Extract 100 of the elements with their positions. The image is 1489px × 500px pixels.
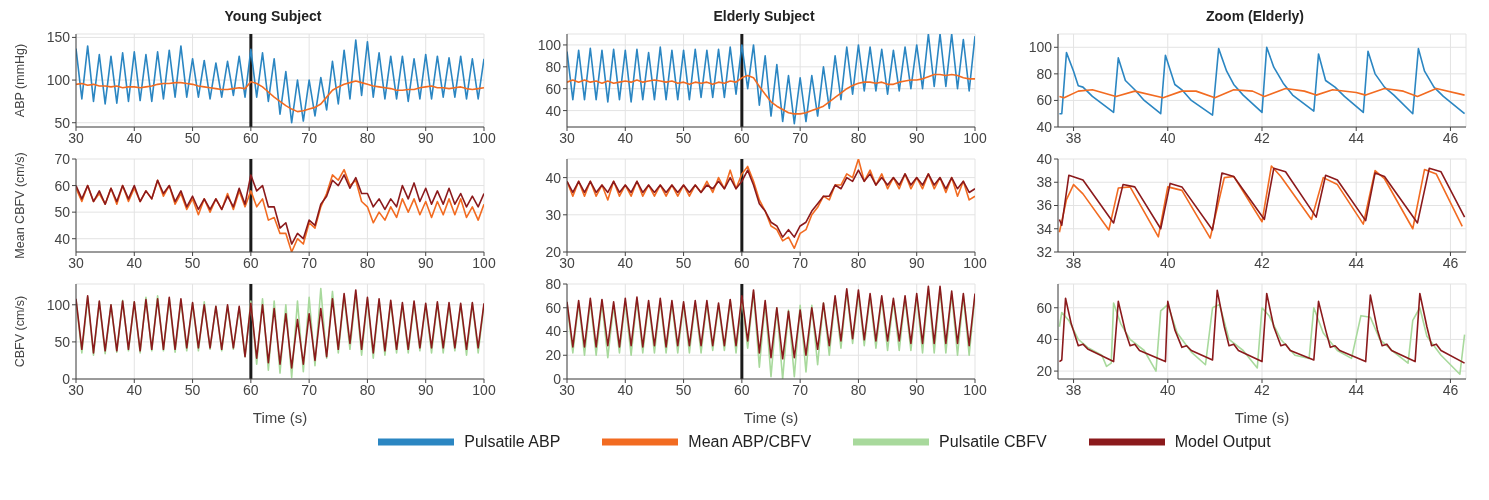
x-tick-label: 80	[850, 254, 867, 271]
x-tick-label: 40	[1159, 129, 1176, 146]
x-tick-label: 38	[1065, 381, 1082, 398]
x-tick-label: 46	[1442, 381, 1459, 398]
x-tick-label: 80	[850, 381, 867, 398]
x-tick-label: 44	[1348, 129, 1365, 146]
x-tick-label: 40	[1159, 254, 1176, 271]
y-tick-label: 38	[1036, 174, 1053, 191]
y-tick-label: 100	[46, 296, 71, 313]
x-tick-label: 50	[675, 254, 692, 271]
y-axis-title: Mean CBFV (cm/s)	[13, 152, 27, 259]
x-tick-label: 70	[301, 254, 318, 271]
x-tick-label: 60	[734, 254, 750, 271]
y-tick-label: 0	[62, 370, 71, 387]
x-tick-label: 80	[359, 254, 376, 271]
y-tick-label: 50	[54, 333, 71, 350]
x-tick-label: 70	[792, 129, 809, 146]
x-tick-label: 60	[734, 129, 750, 146]
x-tick-label: 40	[617, 381, 634, 398]
y-tick-label: 40	[54, 230, 71, 247]
x-tick-label: 100	[963, 129, 987, 146]
x-tick-label: 90	[417, 129, 434, 146]
x-tick-label: 40	[126, 254, 143, 271]
x-tick-label: 70	[301, 381, 318, 398]
chart-title: Elderly Subject	[712, 8, 816, 26]
x-tick-label: 46	[1442, 254, 1459, 271]
x-tick-label: 50	[184, 381, 201, 398]
y-tick-label: 100	[1028, 39, 1053, 56]
y-axis-title: ABP (mmHg)	[13, 43, 27, 118]
x-tick-label: 30	[68, 129, 84, 146]
x-tick-label: 30	[68, 254, 84, 271]
y-tick-label: 60	[545, 299, 562, 316]
y-tick-label: 50	[54, 114, 71, 131]
x-tick-label: 40	[617, 254, 634, 271]
x-tick-label: 100	[472, 129, 496, 146]
x-tick-label: 46	[1442, 129, 1459, 146]
x-tick-label: 60	[734, 381, 750, 398]
x-axis-title: Time (s)	[743, 409, 799, 426]
x-tick-label: 90	[908, 129, 925, 146]
y-tick-label: 60	[1036, 299, 1053, 316]
x-tick-label: 44	[1348, 381, 1365, 398]
legend-label: Pulsatile CBFV	[939, 433, 1047, 451]
y-tick-label: 100	[537, 36, 562, 53]
x-tick-label: 40	[1159, 381, 1176, 398]
x-tick-label: 30	[559, 129, 575, 146]
x-tick-label: 100	[472, 254, 496, 271]
x-tick-label: 50	[184, 254, 201, 271]
x-tick-label: 70	[301, 129, 318, 146]
y-tick-label: 150	[46, 29, 71, 46]
x-tick-label: 70	[792, 381, 809, 398]
x-tick-label: 38	[1065, 254, 1082, 271]
x-tick-label: 70	[792, 254, 809, 271]
x-tick-label: 80	[359, 381, 376, 398]
x-tick-label: 50	[675, 129, 692, 146]
x-tick-label: 90	[908, 381, 925, 398]
y-tick-label: 80	[545, 275, 562, 292]
x-tick-label: 38	[1065, 129, 1082, 146]
x-tick-label: 100	[472, 381, 496, 398]
y-tick-label: 40	[1036, 331, 1053, 348]
y-tick-label: 60	[545, 80, 562, 97]
y-axis-title: CBFV (cm/s)	[13, 295, 27, 368]
x-tick-label: 60	[243, 129, 259, 146]
chart-title: Zoom (Elderly)	[1205, 8, 1305, 26]
x-tick-label: 40	[126, 381, 143, 398]
legend-label: Pulsatile ABP	[464, 433, 561, 451]
x-tick-label: 30	[68, 381, 84, 398]
y-tick-label: 60	[1036, 92, 1053, 109]
x-axis-title: Time (s)	[1234, 409, 1290, 426]
y-tick-label: 60	[54, 177, 71, 194]
y-tick-label: 30	[545, 206, 562, 223]
x-tick-label: 50	[675, 381, 692, 398]
y-tick-label: 40	[545, 169, 562, 186]
y-tick-label: 40	[545, 323, 562, 340]
y-tick-label: 0	[553, 370, 562, 387]
x-tick-label: 30	[559, 254, 575, 271]
x-tick-label: 80	[359, 129, 376, 146]
x-tick-label: 44	[1348, 254, 1365, 271]
x-tick-label: 40	[617, 129, 634, 146]
legend-label: Mean ABP/CBFV	[688, 433, 812, 451]
y-tick-label: 20	[1036, 363, 1053, 380]
x-tick-label: 90	[417, 381, 434, 398]
y-tick-label: 40	[545, 102, 562, 119]
y-tick-label: 80	[545, 58, 562, 75]
x-tick-label: 80	[850, 129, 867, 146]
x-tick-label: 50	[184, 129, 201, 146]
y-tick-label: 40	[1036, 150, 1053, 167]
y-tick-label: 80	[1036, 65, 1053, 82]
y-tick-label: 50	[54, 204, 71, 221]
x-tick-label: 60	[243, 254, 259, 271]
x-tick-label: 60	[243, 381, 259, 398]
x-tick-label: 90	[908, 254, 925, 271]
y-tick-label: 100	[46, 72, 71, 89]
x-axis-title: Time (s)	[252, 409, 308, 426]
x-tick-label: 100	[963, 254, 987, 271]
x-tick-label: 42	[1254, 254, 1270, 271]
x-tick-label: 100	[963, 381, 987, 398]
y-tick-label: 34	[1036, 220, 1053, 237]
x-tick-label: 90	[417, 254, 434, 271]
y-tick-label: 70	[54, 150, 71, 167]
x-tick-label: 42	[1254, 129, 1270, 146]
